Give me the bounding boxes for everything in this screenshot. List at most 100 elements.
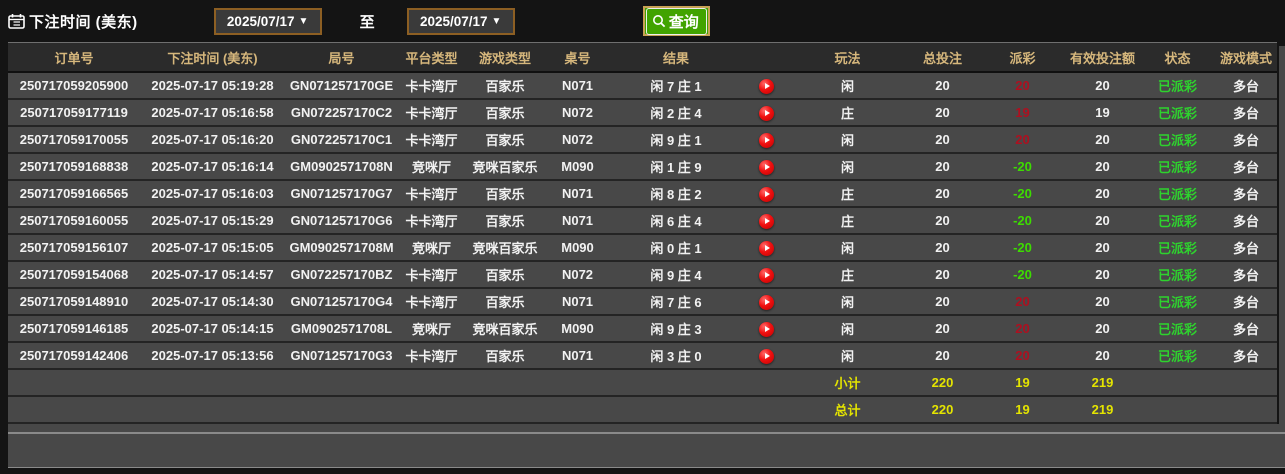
cell-play-icon <box>742 342 790 370</box>
cell-play-icon <box>742 288 790 316</box>
cell-payout: -20 <box>980 234 1065 262</box>
replay-icon[interactable] <box>758 294 774 310</box>
cell-play-icon <box>742 234 790 262</box>
cell-platform: 卡卡湾厅 <box>398 72 465 100</box>
empty-cell <box>610 369 742 397</box>
replay-icon[interactable] <box>758 105 774 121</box>
cell-order: 250717059168838 <box>8 153 140 181</box>
cell-platform: 卡卡湾厅 <box>398 180 465 208</box>
cell-mode: 多台 <box>1215 153 1277 181</box>
cell-play: 庄 <box>790 207 905 235</box>
cell-table: N072 <box>545 261 610 289</box>
cell-result: 闲 9 庄 3 <box>610 315 742 343</box>
totals-payout: 19 <box>980 369 1065 397</box>
cell-valid: 20 <box>1065 126 1140 154</box>
cell-mode: 多台 <box>1215 261 1277 289</box>
cell-play-icon <box>742 180 790 208</box>
column-header-4: 游戏类型 <box>465 42 545 73</box>
replay-icon[interactable] <box>758 159 774 175</box>
bet-time-label: 下注时间 (美东) <box>29 13 138 31</box>
cell-payout: -20 <box>980 207 1065 235</box>
cell-bet: 20 <box>905 234 980 262</box>
cell-play-icon <box>742 72 790 100</box>
empty-cell <box>398 396 465 424</box>
cell-payout: 20 <box>980 288 1065 316</box>
cell-status: 已派彩 <box>1140 342 1215 370</box>
chevron-down-icon: ▼ <box>491 15 502 27</box>
cell-round: GN072257170C1 <box>285 126 398 154</box>
replay-icon[interactable] <box>758 267 774 283</box>
table-row: 250717059170055 2025-07-17 05:16:20 GN0722… <box>8 126 1277 154</box>
cell-bet: 20 <box>905 342 980 370</box>
cell-result: 闲 9 庄 4 <box>610 261 742 289</box>
column-header-9: 总投注 <box>905 42 980 73</box>
cell-round: GM0902571708L <box>285 315 398 343</box>
table-row: 250717059160055 2025-07-17 05:15:29 GN0712… <box>8 207 1277 235</box>
footer-panel <box>8 434 1285 468</box>
empty-cell <box>398 369 465 397</box>
cell-result: 闲 9 庄 1 <box>610 126 742 154</box>
empty-cell <box>285 369 398 397</box>
cell-play: 庄 <box>790 180 905 208</box>
cell-time: 2025-07-17 05:15:05 <box>140 234 285 262</box>
cell-valid: 20 <box>1065 342 1140 370</box>
cell-valid: 20 <box>1065 288 1140 316</box>
cell-time: 2025-07-17 05:16:03 <box>140 180 285 208</box>
cell-result: 闲 7 庄 6 <box>610 288 742 316</box>
cell-game: 竞咪百家乐 <box>465 315 545 343</box>
cell-valid: 19 <box>1065 99 1140 127</box>
replay-icon[interactable] <box>758 213 774 229</box>
date-to-picker[interactable]: 2025/07/17 ▼ <box>406 7 515 35</box>
table-row: 250717059177119 2025-07-17 05:16:58 GN0722… <box>8 99 1277 127</box>
totals-label: 小计 <box>790 369 905 397</box>
cell-payout: -20 <box>980 180 1065 208</box>
cell-mode: 多台 <box>1215 342 1277 370</box>
calendar-icon <box>8 13 25 29</box>
column-header-3: 平台类型 <box>398 42 465 73</box>
search-button[interactable]: 查询 <box>642 6 710 36</box>
cell-table: N071 <box>545 288 610 316</box>
cell-game: 百家乐 <box>465 99 545 127</box>
cell-payout: 20 <box>980 126 1065 154</box>
subtotal-row: 小计 220 19 219 <box>8 369 1277 397</box>
cell-platform: 卡卡湾厅 <box>398 261 465 289</box>
cell-play-icon <box>742 153 790 181</box>
replay-icon[interactable] <box>758 240 774 256</box>
replay-icon[interactable] <box>758 348 774 364</box>
cell-round: GN071257170G6 <box>285 207 398 235</box>
table-row: 250717059142406 2025-07-17 05:13:56 GN0712… <box>8 342 1277 370</box>
totals-valid: 219 <box>1065 369 1140 397</box>
cell-play: 闲 <box>790 126 905 154</box>
cell-bet: 20 <box>905 261 980 289</box>
cell-mode: 多台 <box>1215 315 1277 343</box>
date-from-picker[interactable]: 2025/07/17 ▼ <box>213 7 322 35</box>
cell-mode: 多台 <box>1215 72 1277 100</box>
cell-platform: 卡卡湾厅 <box>398 126 465 154</box>
cell-platform: 竞咪厅 <box>398 153 465 181</box>
empty-cell <box>1140 396 1215 424</box>
cell-mode: 多台 <box>1215 99 1277 127</box>
cell-order: 250717059142406 <box>8 342 140 370</box>
table-row: 250717059148910 2025-07-17 05:14:30 GN0712… <box>8 288 1277 316</box>
replay-icon[interactable] <box>758 186 774 202</box>
empty-cell <box>140 369 285 397</box>
cell-status: 已派彩 <box>1140 207 1215 235</box>
empty-cell <box>545 369 610 397</box>
toolbar: 下注时间 (美东) 2025/07/17 ▼ 至 2025/07/17 ▼ 查询 <box>0 0 1285 42</box>
replay-icon[interactable] <box>758 132 774 148</box>
cell-play: 闲 <box>790 315 905 343</box>
cell-order: 250717059170055 <box>8 126 140 154</box>
cell-round: GN071257170G4 <box>285 288 398 316</box>
cell-time: 2025-07-17 05:16:58 <box>140 99 285 127</box>
cell-bet: 20 <box>905 153 980 181</box>
cell-play: 闲 <box>790 288 905 316</box>
cell-game: 百家乐 <box>465 261 545 289</box>
cell-game: 百家乐 <box>465 207 545 235</box>
replay-icon[interactable] <box>758 78 774 94</box>
cell-round: GN072257170C2 <box>285 99 398 127</box>
replay-icon[interactable] <box>758 321 774 337</box>
cell-payout: 20 <box>980 342 1065 370</box>
cell-play: 庄 <box>790 261 905 289</box>
cell-game: 百家乐 <box>465 126 545 154</box>
divider <box>8 432 1285 434</box>
